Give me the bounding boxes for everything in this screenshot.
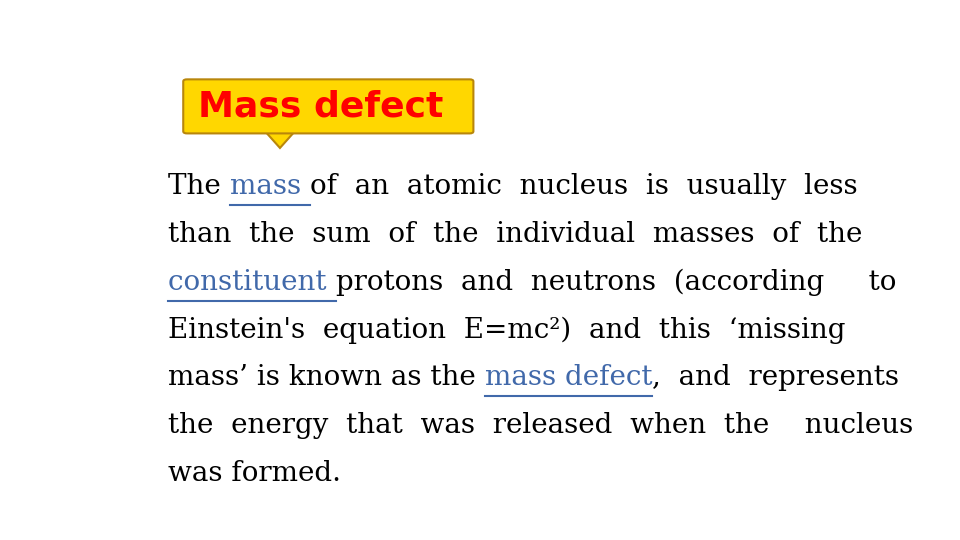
Text: than  the  sum  of  the  individual  masses  of  the: than the sum of the individual masses of… xyxy=(168,221,863,248)
Polygon shape xyxy=(266,129,294,132)
Text: mass’ is known as the: mass’ is known as the xyxy=(168,364,485,391)
FancyBboxPatch shape xyxy=(183,79,473,133)
Text: constituent: constituent xyxy=(168,268,336,295)
Text: Mass defect: Mass defect xyxy=(198,90,444,123)
Text: mass defect: mass defect xyxy=(485,364,653,391)
Text: mass: mass xyxy=(230,173,310,200)
Text: The: The xyxy=(168,173,230,200)
Text: of  an  atomic  nucleus  is  usually  less: of an atomic nucleus is usually less xyxy=(310,173,857,200)
Text: protons  and  neutrons  (according     to: protons and neutrons (according to xyxy=(336,268,896,296)
Text: the  energy  that  was  released  when  the    nucleus: the energy that was released when the nu… xyxy=(168,412,914,439)
Text: ,  and  represents: , and represents xyxy=(653,364,900,391)
Polygon shape xyxy=(265,131,295,148)
Text: was formed.: was formed. xyxy=(168,460,342,487)
Text: Einstein's  equation  E=mc²)  and  this  ‘missing: Einstein's equation E=mc²) and this ‘mis… xyxy=(168,316,846,344)
